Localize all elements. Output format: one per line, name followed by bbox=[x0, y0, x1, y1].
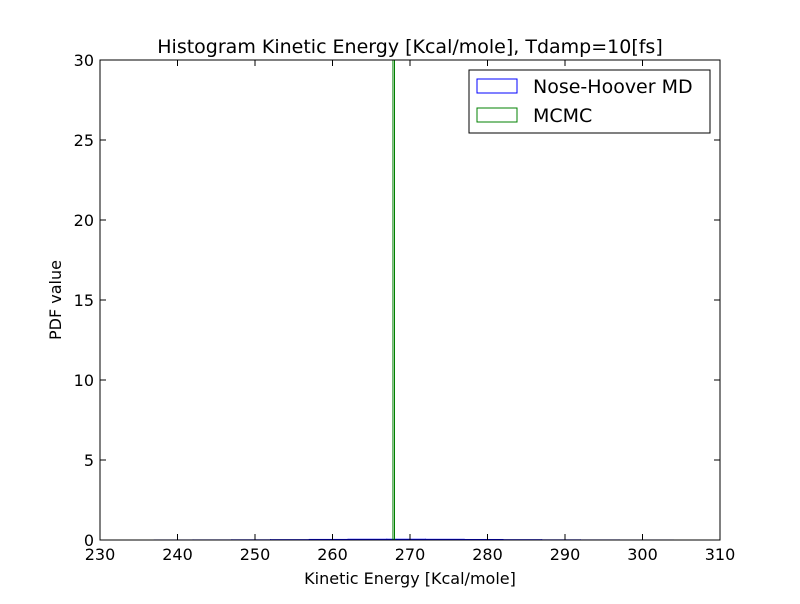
y-tick-label: 30 bbox=[74, 51, 94, 70]
x-tick-label: 310 bbox=[705, 545, 736, 564]
x-axis-label: Kinetic Energy [Kcal/mole] bbox=[304, 569, 516, 588]
y-tick-label: 25 bbox=[74, 131, 94, 150]
y-axis-label: PDF value bbox=[46, 260, 65, 340]
y-tick-label: 0 bbox=[84, 531, 94, 550]
chart-title: Histogram Kinetic Energy [Kcal/mole], Td… bbox=[157, 36, 662, 58]
x-tick-label: 270 bbox=[395, 545, 426, 564]
x-tick-label: 260 bbox=[317, 545, 348, 564]
y-tick-label: 10 bbox=[74, 371, 94, 390]
y-tick-label: 20 bbox=[74, 211, 94, 230]
legend-label-mcmc: MCMC bbox=[533, 105, 592, 127]
x-tick-label: 240 bbox=[162, 545, 193, 564]
x-tick-label: 300 bbox=[627, 545, 658, 564]
y-tick-label: 15 bbox=[74, 291, 94, 310]
legend: Nose-Hoover MD MCMC bbox=[469, 70, 710, 133]
x-tick-label: 280 bbox=[472, 545, 503, 564]
legend-label-nose-hoover: Nose-Hoover MD bbox=[533, 76, 693, 98]
y-tick-label: 5 bbox=[84, 451, 94, 470]
x-tick-label: 250 bbox=[240, 545, 271, 564]
x-tick-label: 290 bbox=[550, 545, 581, 564]
